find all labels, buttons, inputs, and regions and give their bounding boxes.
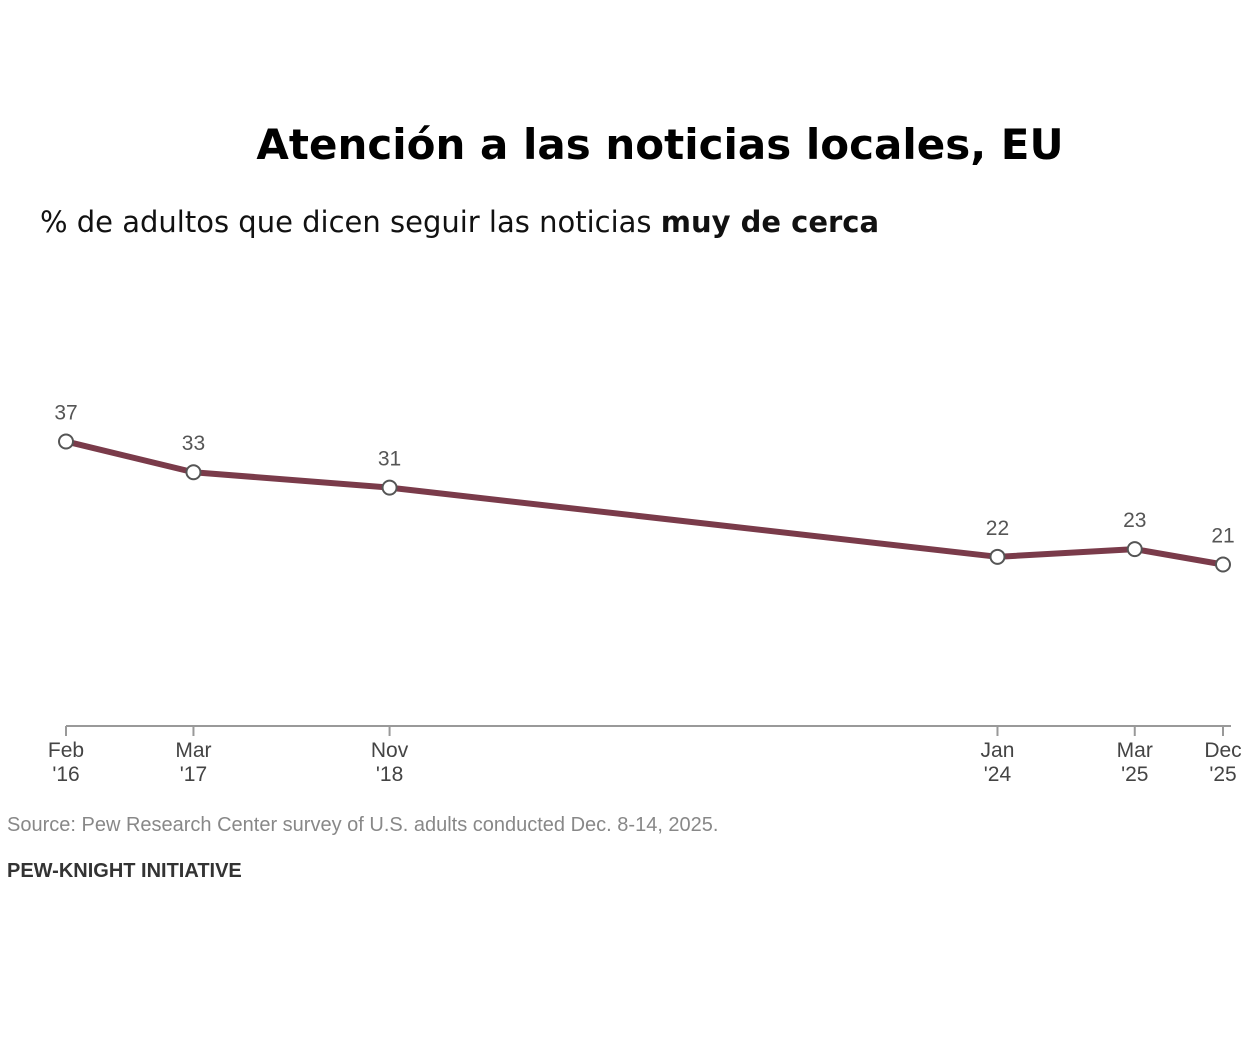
chart-title: Atención a las noticias locales, EU (256, 120, 1064, 169)
x-tick-label-year: '24 (984, 763, 1012, 786)
x-tick-label-year: '16 (52, 763, 79, 786)
subtitle-text: % de adultos que dicen seguir las notici… (40, 205, 661, 239)
x-tick-label: Dec (1204, 739, 1241, 762)
data-point (1215, 556, 1231, 573)
x-tick-label: Jan (981, 739, 1015, 762)
source-note: Source: Pew Research Center survey of U.… (7, 814, 719, 836)
x-tick-label-year: '25 (1121, 763, 1148, 786)
data-label: 31 (378, 448, 401, 471)
data-point (381, 479, 398, 496)
data-point (1126, 541, 1143, 558)
data-label: 21 (1211, 525, 1234, 548)
x-tick-label-year: '17 (180, 763, 207, 786)
data-label: 23 (1123, 509, 1146, 532)
data-point (185, 464, 202, 481)
series-line (65, 438, 1224, 568)
data-label: 37 (54, 401, 77, 424)
x-tick-label-year: '18 (376, 763, 403, 786)
x-tick-label: Nov (371, 739, 409, 762)
x-tick-label-year: '25 (1209, 763, 1236, 786)
x-tick-label: Mar (1117, 739, 1153, 762)
data-label: 22 (986, 517, 1009, 540)
subtitle-emphasis: muy de cerca (660, 205, 880, 239)
chart-subtitle: % de adultos que dicen seguir las notici… (40, 205, 879, 239)
data-point (58, 433, 74, 450)
brand-label: PEW-KNIGHT INITIATIVE (7, 860, 242, 882)
x-tick-label: Feb (48, 739, 84, 762)
data-point (989, 548, 1006, 565)
line-chart: Feb'16Mar'17Nov'18Jan'24Mar'25Dec'253733… (48, 401, 1242, 786)
x-tick-label: Mar (175, 739, 211, 762)
data-label: 33 (182, 432, 205, 455)
